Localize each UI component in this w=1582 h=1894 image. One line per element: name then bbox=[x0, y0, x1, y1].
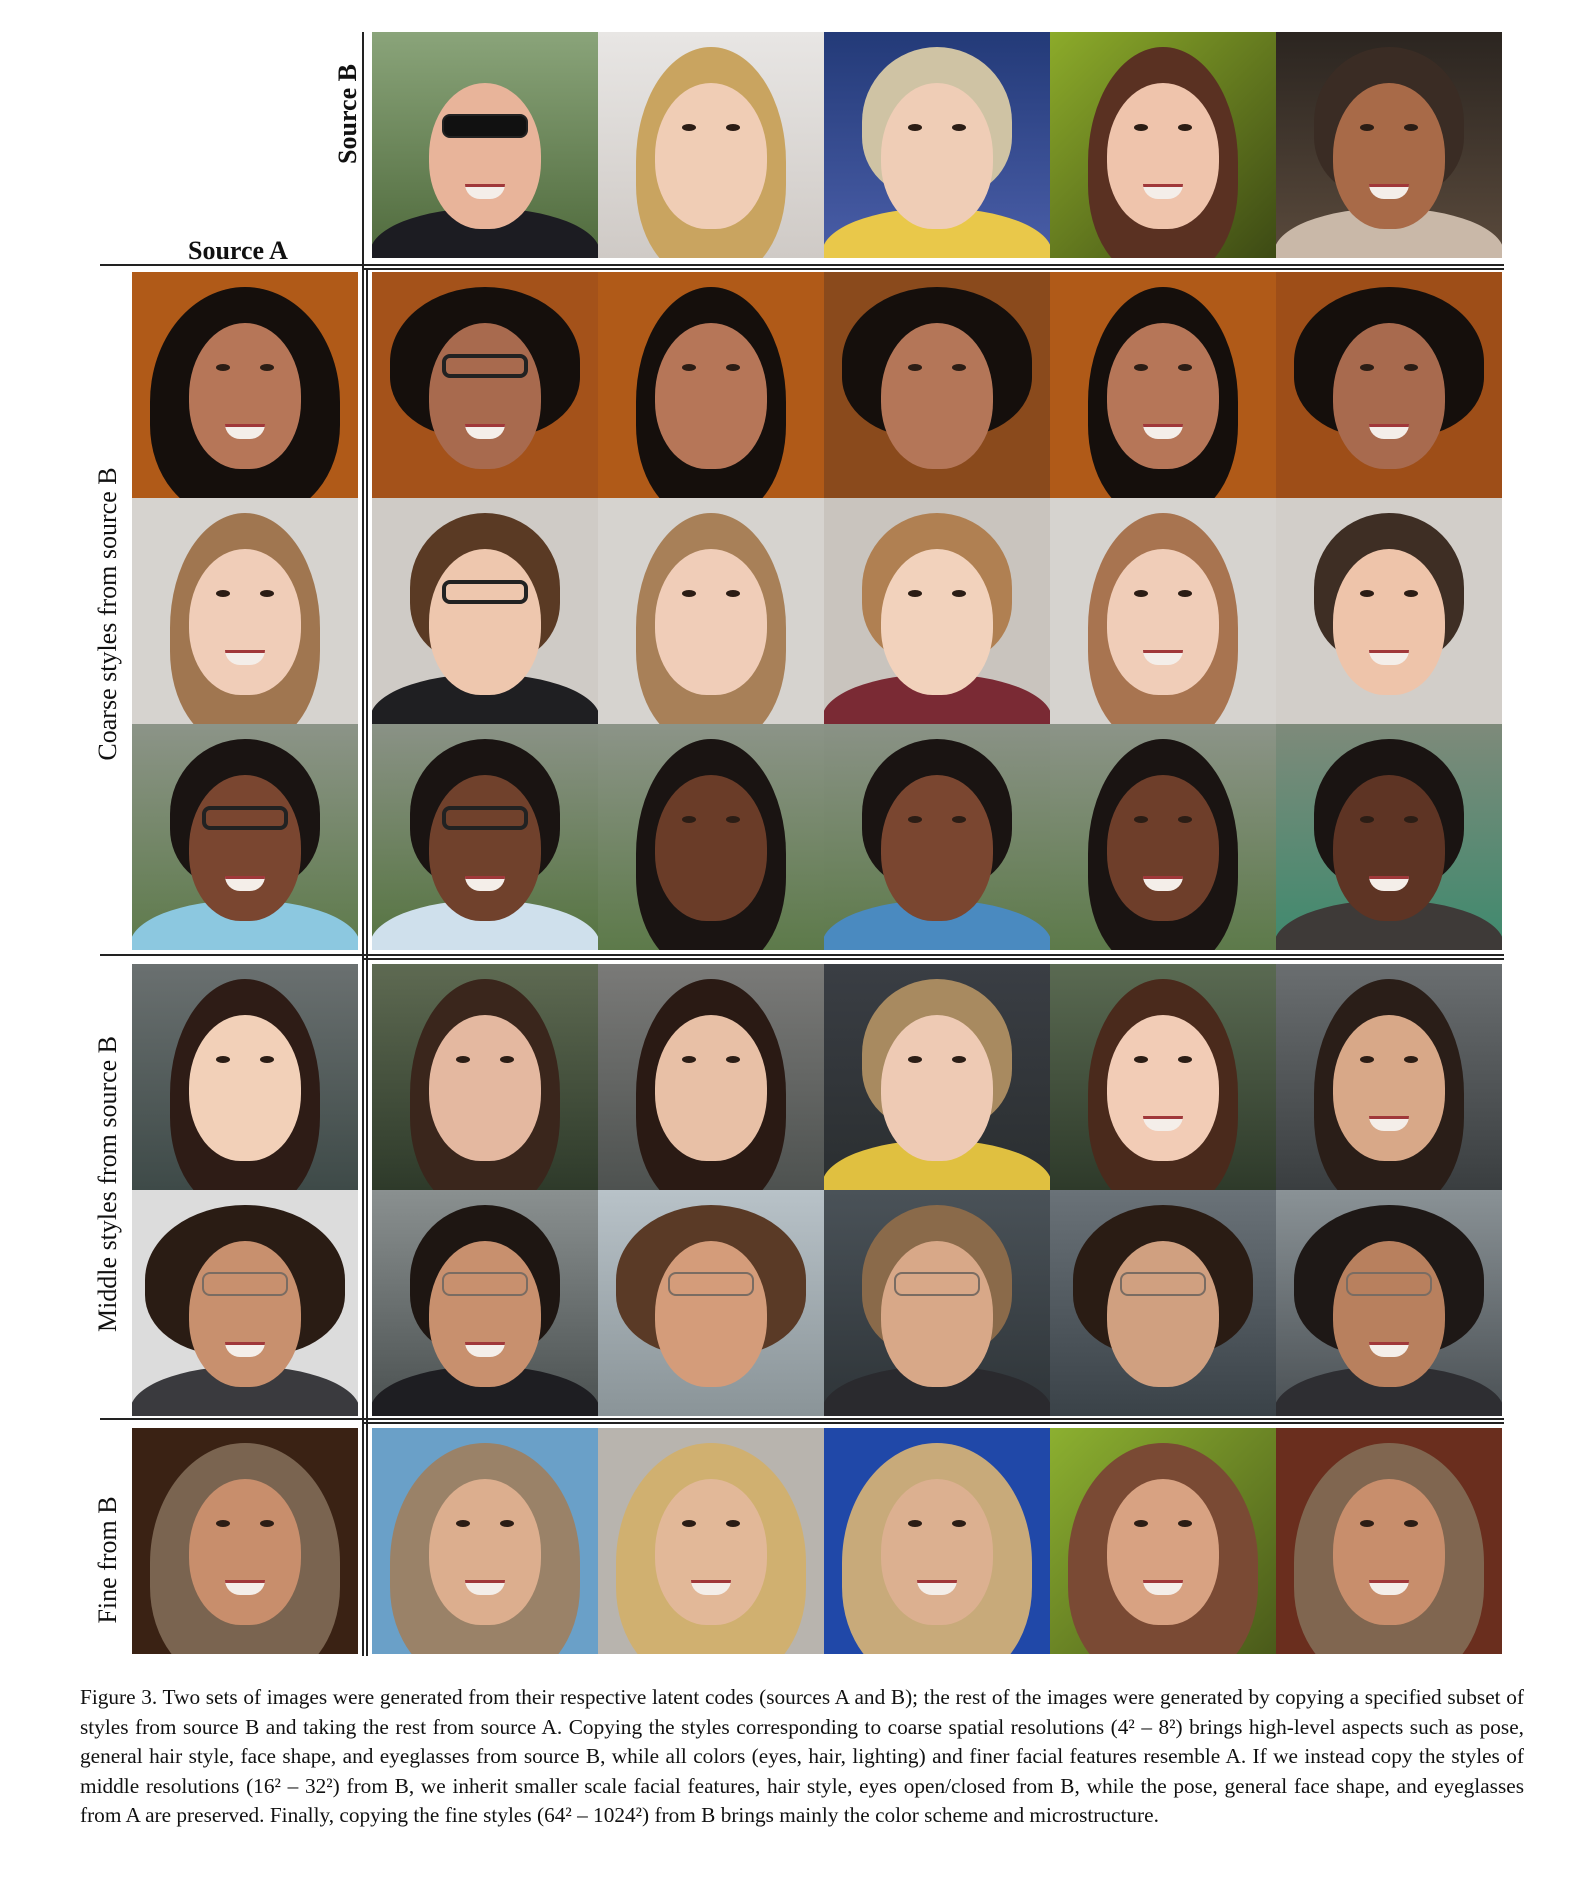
source-b-image-5 bbox=[1276, 32, 1502, 258]
coarse-result-1-1 bbox=[372, 272, 598, 498]
middle-result-1-4 bbox=[1050, 964, 1276, 1190]
separator-coarse bbox=[100, 954, 1504, 956]
figure-caption: Figure 3. Two sets of images were genera… bbox=[80, 1683, 1524, 1831]
coarse-result-1-5 bbox=[1276, 272, 1502, 498]
source-b-image-4 bbox=[1050, 32, 1276, 258]
middle-result-1-2 bbox=[598, 964, 824, 1190]
coarse-result-2-4 bbox=[1050, 498, 1276, 724]
source-b-image-2 bbox=[598, 32, 824, 258]
coarse-source-a-3 bbox=[132, 724, 358, 950]
source-a-label: Source A bbox=[188, 236, 288, 265]
coarse-result-3-1 bbox=[372, 724, 598, 950]
coarse-result-3-5 bbox=[1276, 724, 1502, 950]
coarse-result-1-3 bbox=[824, 272, 1050, 498]
fine-source-a bbox=[132, 1428, 358, 1654]
coarse-result-2-5 bbox=[1276, 498, 1502, 724]
separator-vertical-2 bbox=[366, 270, 368, 1656]
middle-result-2-4 bbox=[1050, 1190, 1276, 1416]
coarse-source-a-2 bbox=[132, 498, 358, 724]
middle-result-2-3 bbox=[824, 1190, 1050, 1416]
source-b-image-1 bbox=[372, 32, 598, 258]
middle-result-2-5 bbox=[1276, 1190, 1502, 1416]
caption-lead: Figure 3. bbox=[80, 1685, 158, 1709]
coarse-result-3-3 bbox=[824, 724, 1050, 950]
middle-source-a-1 bbox=[132, 964, 358, 1190]
coarse-result-2-2 bbox=[598, 498, 824, 724]
fine-result-2 bbox=[598, 1428, 824, 1654]
coarse-result-3-2 bbox=[598, 724, 824, 950]
separator-middle-2 bbox=[364, 1422, 1504, 1424]
middle-result-1-3 bbox=[824, 964, 1050, 1190]
coarse-result-1-2 bbox=[598, 272, 824, 498]
fine-result-4 bbox=[1050, 1428, 1276, 1654]
coarse-result-1-4 bbox=[1050, 272, 1276, 498]
separator-top bbox=[100, 264, 1504, 266]
coarse-row-label: Coarse styles from source B bbox=[93, 467, 122, 761]
figure-3: Source A Source B Coarse styles from sou… bbox=[93, 32, 1504, 1656]
fine-result-5 bbox=[1276, 1428, 1502, 1654]
separator-coarse-2 bbox=[364, 958, 1504, 960]
separator-vertical bbox=[362, 32, 364, 1656]
separator-top-2 bbox=[364, 268, 1504, 270]
fine-result-1 bbox=[372, 1428, 598, 1654]
middle-result-2-2 bbox=[598, 1190, 824, 1416]
separator-middle bbox=[100, 1418, 1504, 1420]
middle-result-1-5 bbox=[1276, 964, 1502, 1190]
middle-row-label: Middle styles from source B bbox=[93, 1035, 122, 1333]
source-b-label: Source B bbox=[333, 64, 362, 164]
caption-text: Two sets of images were generated from t… bbox=[80, 1685, 1524, 1827]
fine-row-label: Fine from B bbox=[93, 1496, 122, 1624]
source-b-image-3 bbox=[824, 32, 1050, 258]
coarse-result-2-1 bbox=[372, 498, 598, 724]
coarse-result-2-3 bbox=[824, 498, 1050, 724]
coarse-source-a-1 bbox=[132, 272, 358, 498]
middle-result-2-1 bbox=[372, 1190, 598, 1416]
middle-source-a-2 bbox=[132, 1190, 358, 1416]
middle-result-1-1 bbox=[372, 964, 598, 1190]
coarse-result-3-4 bbox=[1050, 724, 1276, 950]
fine-result-3 bbox=[824, 1428, 1050, 1654]
